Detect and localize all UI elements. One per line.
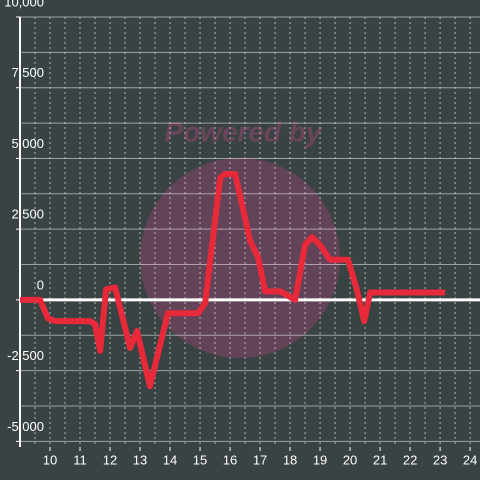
x-tick-label: 17 [253,452,267,467]
y-tick-label: -2,500 [7,348,44,363]
x-tick-label: 24 [463,452,477,467]
y-tick-label: 5,000 [11,136,44,151]
x-tick-label: 12 [103,452,117,467]
x-tick-label: 23 [433,452,447,467]
x-tick-label: 18 [283,452,297,467]
x-tick-label: 19 [313,452,327,467]
x-tick-label: 10 [43,452,57,467]
line [20,171,446,390]
y-tick-label: 2,500 [11,207,44,222]
x-tick-label: 16 [223,452,237,467]
y-tick-label: 7,500 [11,65,44,80]
x-tick-label: 21 [373,452,387,467]
x-tick-label: 14 [163,452,177,467]
x-tick-label: 20 [343,452,357,467]
y-tick-label: 10,000 [4,0,44,9]
x-tick-label: 22 [403,452,417,467]
y-tick-label: -5,000 [7,419,44,434]
watermark-text: Powered by [164,116,323,147]
x-tick-label: 15 [193,452,207,467]
x-tick-label: 11 [73,452,87,467]
y-tick-label: 0 [37,277,44,292]
x-tick-label: 13 [133,452,147,467]
